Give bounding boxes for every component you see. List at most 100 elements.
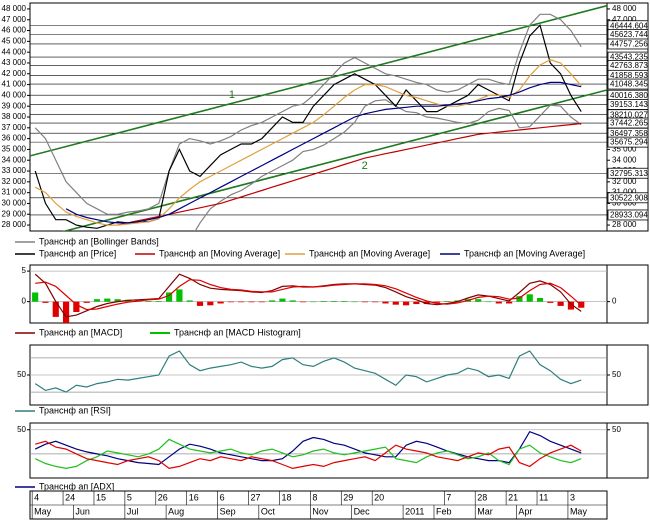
histogram-bar bbox=[402, 301, 410, 306]
histogram-bar bbox=[351, 301, 358, 303]
y-tick-label: 33 000 bbox=[2, 166, 27, 175]
y-tick-label: 41 000 bbox=[2, 80, 27, 89]
y-tick-label: 48 000 bbox=[2, 4, 27, 13]
histogram-bar bbox=[248, 301, 255, 303]
plot-area bbox=[30, 270, 607, 323]
histogram-bar bbox=[62, 301, 70, 323]
y-tick-label: 42 000 bbox=[2, 69, 27, 78]
x-tick-label: 20 bbox=[374, 492, 384, 502]
histogram-bar bbox=[83, 301, 90, 303]
trend-label: 2 bbox=[362, 160, 368, 172]
level-label: 41048.345 bbox=[610, 80, 648, 89]
histogram-bar bbox=[145, 301, 152, 302]
y-tick-label: 36 000 bbox=[2, 134, 27, 143]
histogram-bar bbox=[186, 300, 193, 302]
right-tick-label: 28 000 bbox=[612, 220, 637, 229]
level-label: 35675.294 bbox=[610, 138, 648, 147]
histogram-bar bbox=[42, 301, 49, 303]
month-label: Mar bbox=[477, 506, 493, 516]
level-label: 38210.027 bbox=[610, 110, 648, 119]
plot-area bbox=[30, 429, 607, 470]
right-tick-label: 31 000 bbox=[612, 188, 637, 197]
month-label: Apr bbox=[518, 506, 532, 516]
histogram-bar bbox=[279, 298, 286, 302]
x-tick-label: 21 bbox=[508, 492, 518, 502]
trend-label: 1 bbox=[229, 89, 235, 101]
level-label: 41858.593 bbox=[610, 71, 648, 80]
plot-area bbox=[30, 350, 607, 393]
y-tick-label: 50 bbox=[17, 370, 26, 379]
histogram-bar bbox=[567, 301, 575, 310]
series-line bbox=[34, 350, 582, 393]
y-tick-label: 38 000 bbox=[2, 112, 27, 121]
level-box bbox=[607, 192, 649, 204]
histogram-bar bbox=[341, 301, 348, 302]
level-label: 28933.094 bbox=[610, 211, 648, 220]
x-tick-label: 11 bbox=[539, 492, 548, 502]
histogram-bar bbox=[506, 301, 513, 304]
right-tick-label: 0 bbox=[612, 297, 617, 306]
right-tick-label: 48 000 bbox=[612, 4, 637, 13]
y-tick-label: 34 000 bbox=[2, 155, 27, 164]
histogram-bar bbox=[104, 298, 111, 302]
y-tick-label: 44 000 bbox=[2, 47, 27, 56]
y-tick-label: 32 000 bbox=[2, 177, 27, 186]
right-axis-frame bbox=[606, 344, 649, 406]
x-tick-label: 29 bbox=[343, 492, 353, 502]
histogram-bar bbox=[227, 301, 235, 303]
y-tick-label: 35 000 bbox=[2, 145, 27, 154]
x-tick-label: 16 bbox=[189, 492, 199, 502]
x-tick-label: 28 bbox=[477, 492, 487, 502]
histogram-bar bbox=[32, 292, 39, 302]
histogram-bar bbox=[475, 299, 482, 302]
legend-label: Транснф ап [Moving Average] bbox=[464, 248, 585, 258]
x-tick-label: 5 bbox=[127, 492, 132, 502]
legend-label: Транснф ап [RSI] bbox=[39, 405, 111, 415]
legend-label: Транснф ап [MACD] bbox=[39, 327, 122, 337]
level-box bbox=[607, 78, 649, 90]
month-label: Sep bbox=[220, 506, 236, 516]
y-tick-label: 40 000 bbox=[2, 90, 27, 99]
level-label: 44757.256 bbox=[610, 40, 648, 49]
histogram-bar bbox=[557, 301, 564, 306]
histogram-bar bbox=[52, 301, 59, 317]
month-label: May bbox=[570, 506, 588, 516]
right-tick-label: 35 000 bbox=[612, 145, 637, 154]
histogram-bar bbox=[207, 301, 214, 306]
histogram-bar bbox=[444, 301, 451, 302]
legend-label: Транснф ап [MACD Histogram] bbox=[174, 327, 301, 337]
series-line bbox=[34, 59, 582, 226]
series-line bbox=[34, 13, 582, 215]
histogram-bar bbox=[269, 300, 276, 302]
month-label: May bbox=[34, 506, 52, 516]
x-tick-label: 15 bbox=[96, 492, 106, 502]
level-label: 39153.143 bbox=[610, 100, 648, 109]
histogram-bar bbox=[166, 292, 173, 302]
y-tick-label: 29 000 bbox=[2, 209, 27, 218]
legend-label: Транснф ап [Moving Average] bbox=[159, 248, 280, 258]
level-label: 32795.313 bbox=[610, 169, 648, 178]
histogram-bar bbox=[155, 301, 162, 302]
histogram-bar bbox=[372, 301, 379, 303]
month-label: Jul bbox=[127, 506, 139, 516]
histogram-bar bbox=[196, 301, 204, 306]
series-line bbox=[65, 81, 582, 224]
histogram-bar bbox=[495, 301, 502, 304]
y-tick-label: 45 000 bbox=[2, 36, 27, 45]
month-label: Jun bbox=[75, 506, 90, 516]
month-label: Nov bbox=[312, 506, 329, 516]
plot-area bbox=[30, 4, 607, 231]
y-tick-label: 37 000 bbox=[2, 123, 27, 132]
x-tick-label: 8 bbox=[312, 492, 317, 502]
panel-frame bbox=[29, 2, 608, 232]
level-label: 36497.358 bbox=[610, 129, 648, 138]
y-tick-label: 31 000 bbox=[2, 188, 27, 197]
level-box bbox=[607, 136, 649, 148]
histogram-bar bbox=[114, 299, 121, 302]
y-tick-label: 30 000 bbox=[2, 199, 27, 208]
level-box bbox=[607, 209, 649, 221]
level-label: 42763.873 bbox=[610, 61, 648, 70]
panel-frame bbox=[29, 264, 608, 324]
histogram-bar bbox=[392, 301, 399, 305]
